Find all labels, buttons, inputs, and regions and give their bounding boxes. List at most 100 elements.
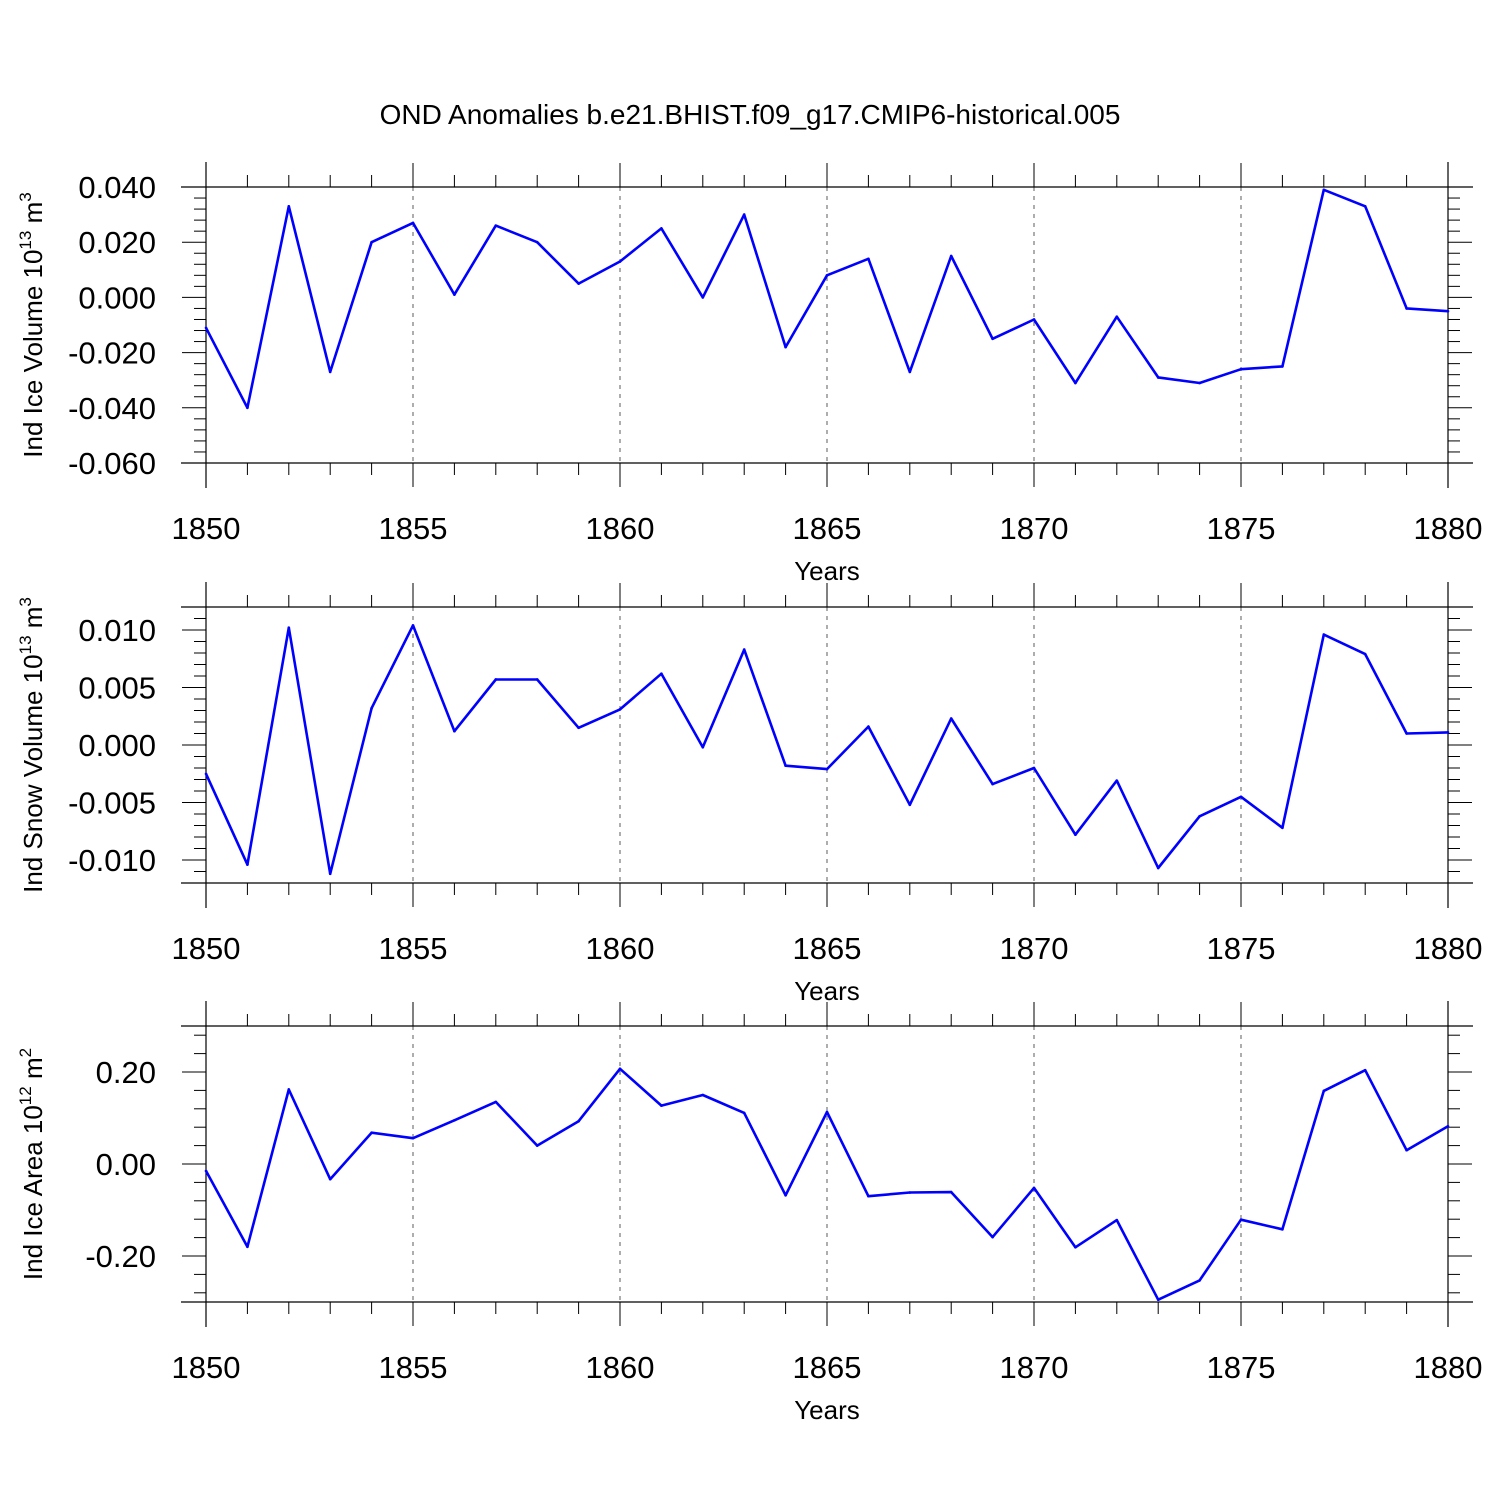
data-point [1074,833,1077,836]
data-point [287,205,291,208]
data-point [618,708,622,711]
data-point [908,803,912,807]
x-tick-label: 1875 [1207,931,1276,966]
x-tick-label: 1860 [586,931,655,966]
data-point [825,274,829,277]
data-point [494,1100,498,1104]
y-tick-label: 0.20 [96,1055,156,1090]
data-point [1032,1186,1036,1190]
data-point [246,863,249,866]
y-axis-label-unit: m [18,202,48,231]
y-tick-label: 0.000 [78,728,156,763]
data-point [328,1177,332,1181]
x-tick-label: 1875 [1207,511,1276,546]
data-point [411,1136,415,1140]
y-tick-label: -0.040 [68,391,156,426]
data-point [535,1144,539,1147]
data-point [1156,866,1160,870]
y-axis-label-unit: m [18,607,48,636]
data-point [1363,1068,1367,1072]
data-point [949,254,953,258]
data-point [370,706,373,710]
data-point [1115,315,1119,319]
data-point [1363,205,1367,208]
data-point [701,746,705,749]
y-tick-label: 0.040 [78,170,156,205]
data-point [1405,307,1408,310]
data-point [370,1131,373,1135]
y-axis-label-text: Ind Ice Volume 10 [18,250,48,458]
x-tick-label: 1870 [1000,511,1069,546]
data-point [949,717,953,720]
data-point [784,345,787,349]
chart-panel-1: 1850 1855 1860 1865 1870 1875 1880 Years -0.060 -… [16,162,1482,586]
data-point [287,1088,291,1091]
data-point [246,1245,249,1249]
y-axis-label: Ind Ice Area 1012 m2 [16,1048,48,1280]
x-tick-label: 1870 [1000,931,1069,966]
data-point [1115,1218,1119,1222]
chart-panel-3: 1850 1855 1860 1865 1870 1875 1880 Years -0.20 0.… [16,1001,1482,1425]
data-point [1198,1279,1201,1282]
data-point [1446,309,1450,313]
data-point [660,672,663,675]
x-tick-label: 1865 [793,1350,862,1385]
x-tick-label: 1870 [1000,1350,1069,1385]
data-point [784,1193,787,1197]
data-point [1074,381,1077,385]
data-point [1446,731,1450,734]
x-tick-label: 1865 [793,511,862,546]
data-point [1156,1298,1160,1301]
y-tick-label: -0.20 [85,1239,156,1274]
y-tick-label: 0.00 [96,1147,156,1182]
y-tick-label: 0.000 [78,280,156,315]
data-point [453,1119,456,1122]
x-tick-label: 1855 [379,931,448,966]
data-point [453,729,456,733]
y-axis-label-text: Ind Ice Area 10 [18,1105,48,1280]
y-tick-label: 0.005 [78,671,156,706]
y-axis-label-exponent: 12 [16,1086,35,1105]
data-point [1239,1218,1243,1221]
x-tick-label: 1880 [1414,931,1483,966]
data-point [411,221,415,225]
y-axis-label-unit: m [18,1057,48,1086]
data-point [411,624,415,627]
x-tick-label: 1855 [379,1350,448,1385]
x-tick-label: 1850 [172,1350,241,1385]
data-point [1322,633,1326,636]
x-tick-label: 1860 [586,511,655,546]
data-point [535,240,539,244]
data-point [204,772,208,776]
data-point [825,767,829,771]
data-point [1405,732,1408,735]
data-point [742,1111,746,1115]
y-tick-label: 0.020 [78,225,156,260]
y-tick-label: -0.020 [68,336,156,371]
data-point [1281,826,1284,830]
figure-title: OND Anomalies b.e21.BHIST.f09_g17.CMIP6-… [380,99,1121,130]
data-point [453,293,456,296]
data-point [204,1169,208,1173]
data-point [660,227,663,230]
data-point [908,370,912,374]
y-axis-label-exponent: 13 [16,231,35,250]
x-tick-label: 1865 [793,931,862,966]
data-point [1322,188,1326,192]
y-axis-label-unit-exponent: 3 [16,192,35,201]
data-point [908,1191,912,1194]
data-point [370,240,373,244]
data-point [742,213,746,216]
data-point [1198,815,1201,818]
x-axis-label: Years [794,1395,860,1425]
data-point [577,1119,580,1123]
data-point [1281,1228,1284,1231]
data-point [1032,766,1036,770]
data-point [1115,779,1119,782]
data-point [1281,365,1284,368]
data-point [701,296,705,299]
x-tick-label: 1875 [1207,1350,1276,1385]
data-point [1239,367,1243,371]
data-point [1032,318,1036,321]
